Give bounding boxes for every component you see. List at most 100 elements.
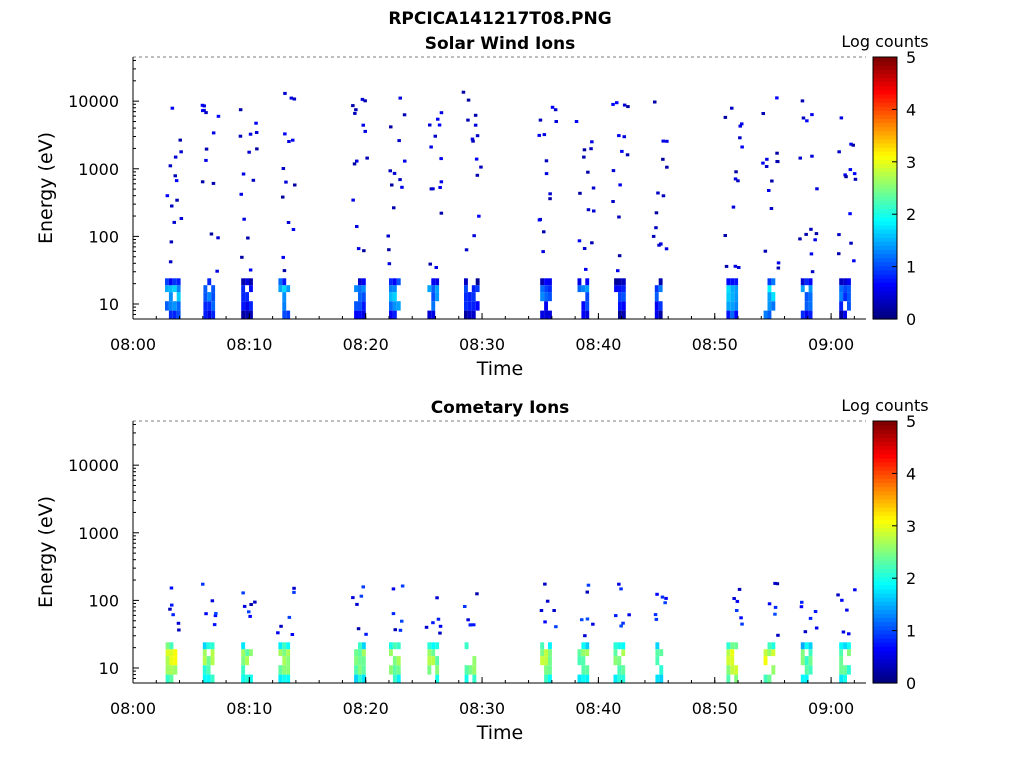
heatmap-cell — [165, 194, 170, 198]
heatmap-cell — [617, 215, 621, 219]
burst-7 — [463, 592, 479, 683]
heatmap-cell — [843, 642, 847, 650]
x-tick-label: 08:00 — [110, 335, 156, 354]
heatmap-cell — [466, 118, 470, 122]
colorbar-step — [873, 196, 897, 201]
colorbar-step — [873, 535, 897, 541]
heatmap-cell — [351, 198, 355, 202]
colorbar-step — [873, 461, 897, 467]
heatmap-cell — [171, 613, 175, 617]
colorbar-step — [873, 666, 897, 672]
heatmap-cell — [400, 584, 405, 588]
heatmap-cell — [355, 159, 359, 163]
colorbar-step — [873, 580, 897, 586]
heatmap-cell — [800, 674, 805, 683]
heatmap-cell — [249, 310, 253, 319]
heatmap-cell — [473, 123, 478, 127]
heatmap-cell — [438, 624, 443, 628]
heatmap-cell — [658, 278, 663, 286]
burst-8 — [539, 582, 558, 683]
heatmap-cell — [544, 656, 548, 666]
heatmap-cell — [654, 301, 659, 311]
heatmap-cell — [553, 108, 558, 112]
heatmap-cell — [621, 285, 626, 293]
heatmap-cell — [621, 292, 626, 302]
colorbar-step — [873, 142, 897, 148]
heatmap-cell — [617, 665, 622, 675]
colorbar-step — [873, 257, 897, 263]
heatmap-cell — [173, 649, 178, 657]
colorbar-step — [873, 147, 897, 152]
heatmap-cell — [773, 581, 777, 585]
heatmap-cell — [839, 285, 844, 293]
heatmap-cell — [548, 285, 552, 293]
heatmap-cell — [293, 183, 297, 187]
heatmap-cell — [470, 137, 475, 141]
heatmap-cell — [548, 278, 552, 286]
heatmap-cell — [730, 310, 735, 319]
heatmap-cell — [815, 187, 819, 191]
heatmap-cell — [540, 649, 545, 657]
heatmap-cell — [733, 177, 738, 181]
heatmap-cell — [618, 310, 622, 319]
colorbar-step — [873, 646, 897, 651]
heatmap-cell — [463, 605, 467, 608]
heatmap-cell — [206, 656, 211, 666]
heatmap-cell — [361, 278, 366, 286]
heatmap-cell — [361, 656, 366, 666]
heatmap-cell — [290, 633, 295, 636]
heatmap-cell — [544, 172, 549, 176]
heatmap-cell — [548, 292, 552, 302]
heatmap-cell — [287, 140, 291, 143]
heatmap-cell — [435, 292, 440, 302]
heatmap-cell — [464, 278, 468, 286]
heatmap-cell — [472, 674, 477, 683]
heatmap-cell — [804, 301, 809, 311]
heatmap-cell — [659, 665, 664, 675]
heatmap-cell — [853, 177, 858, 181]
heatmap-cell — [467, 301, 472, 311]
heatmap-cell — [737, 266, 741, 269]
heatmap-cell — [585, 292, 590, 302]
heatmap-cell — [775, 151, 779, 155]
heatmap-cell — [254, 121, 258, 125]
heatmap-cell — [356, 247, 361, 251]
heatmap-cell — [431, 187, 435, 191]
heatmap-cell — [732, 597, 736, 600]
heatmap-cell — [435, 642, 440, 650]
heatmap-cell — [475, 592, 479, 596]
heatmap-cell — [655, 674, 660, 683]
heatmap-cell — [800, 310, 805, 319]
heatmap-cells — [165, 90, 858, 319]
heatmap-cell — [200, 103, 205, 107]
colorbar-step — [873, 613, 897, 619]
colorbar-step — [873, 662, 897, 668]
burst-1 — [200, 103, 221, 319]
heatmap-cell — [618, 301, 622, 311]
colorbar-step — [873, 192, 897, 197]
heatmap-cell — [282, 278, 287, 286]
heatmap-cell — [278, 674, 283, 683]
heatmap-cell — [202, 656, 207, 666]
heatmap-cell — [278, 278, 283, 286]
heatmap-cell — [464, 285, 468, 293]
heatmap-cell — [656, 191, 660, 195]
heatmap-cell — [241, 591, 245, 595]
heatmap-cell — [282, 674, 287, 683]
colorbar-step — [873, 584, 897, 590]
heatmap-cell — [354, 649, 358, 657]
heatmap-cell — [475, 173, 480, 177]
colorbar-step — [873, 138, 897, 144]
heatmap-cell — [169, 586, 174, 590]
x-tick-label: 08:50 — [692, 335, 738, 354]
heatmap-cell — [389, 125, 393, 129]
heatmap-cell — [464, 310, 468, 319]
heatmap-cell — [173, 155, 178, 159]
heatmap-cell — [212, 623, 217, 627]
heatmap-cell — [852, 172, 857, 176]
heatmap-cell — [847, 642, 851, 650]
heatmap-cell — [799, 605, 804, 609]
heatmap-cell — [173, 656, 178, 666]
y-axis-label: Energy (eV) — [35, 496, 57, 608]
heatmap-cell — [173, 665, 178, 675]
